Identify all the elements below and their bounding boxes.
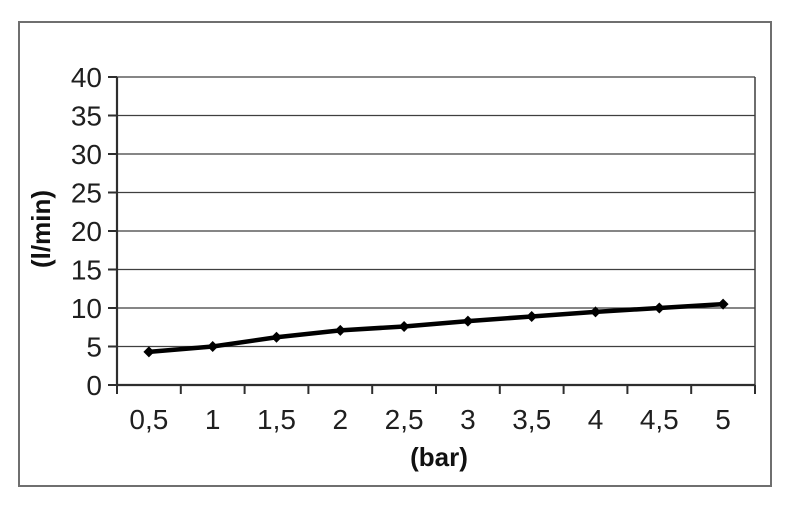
data-point-marker bbox=[462, 315, 474, 327]
x-tick-label: 5 bbox=[715, 404, 731, 435]
data-point-marker bbox=[653, 302, 665, 314]
y-axis-title: (l/min) bbox=[26, 190, 56, 268]
y-tick-label: 40 bbox=[71, 62, 102, 93]
data-point-marker bbox=[143, 346, 155, 358]
data-point-marker bbox=[717, 298, 729, 310]
x-tick-label: 2 bbox=[333, 404, 349, 435]
y-tick-label: 10 bbox=[71, 293, 102, 324]
data-point-marker bbox=[207, 341, 219, 352]
chart-frame: 0 5 10 15 20 25 30 35 40 0,5 1 1,5 2 2,5 3 3,5 4 4,5 5 (l/… bbox=[18, 21, 772, 487]
x-tick-label: 1 bbox=[205, 404, 221, 435]
x-tick-label: 4,5 bbox=[640, 404, 679, 435]
data-point-marker bbox=[526, 310, 538, 322]
y-tick-label: 30 bbox=[71, 139, 102, 170]
data-point-marker bbox=[271, 331, 282, 343]
x-axis-title: (bar) bbox=[410, 442, 468, 472]
data-point-marker bbox=[398, 320, 410, 332]
y-tick-label: 15 bbox=[71, 255, 102, 286]
line-chart: 0 5 10 15 20 25 30 35 40 0,5 1 1,5 2 2,5 3 3,5 4 4,5 5 (l/… bbox=[26, 62, 756, 472]
x-tick-label: 1,5 bbox=[257, 404, 296, 435]
y-tick-label: 25 bbox=[71, 178, 102, 209]
x-tick-label: 3 bbox=[460, 404, 476, 435]
y-tick-label: 0 bbox=[86, 370, 102, 401]
x-tick-label: 0,5 bbox=[129, 404, 168, 435]
plot-area: 0 5 10 15 20 25 30 35 40 0,5 1 1,5 2 2,5 3 3,5 4 4,5 5 bbox=[71, 62, 756, 435]
data-point-marker bbox=[590, 306, 601, 318]
x-tick-label: 3,5 bbox=[512, 404, 551, 435]
series-line bbox=[146, 301, 726, 355]
x-tick-label: 4 bbox=[588, 404, 604, 435]
y-tick-label: 5 bbox=[86, 332, 102, 363]
y-tick-label: 35 bbox=[71, 101, 102, 132]
data-point-marker bbox=[334, 324, 346, 336]
y-tick-label: 20 bbox=[71, 216, 102, 247]
x-tick-label: 2,5 bbox=[385, 404, 424, 435]
